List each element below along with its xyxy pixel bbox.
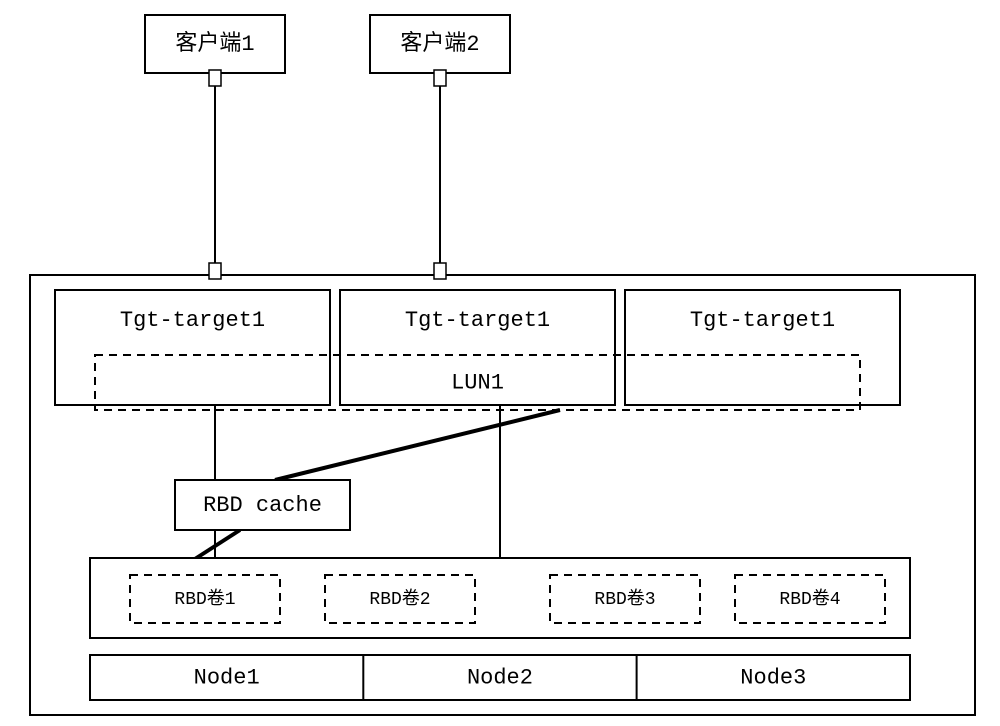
rbd-vol-label-3: RBD卷4: [779, 588, 840, 610]
rbd-vol-label-2: RBD卷3: [594, 588, 655, 610]
lun-label: LUN1: [451, 370, 504, 395]
rbd-cache-label: RBD cache: [203, 493, 322, 518]
port-2: [209, 263, 221, 279]
target-label-1: Tgt-target1: [405, 308, 550, 333]
node-label-0: Node1: [194, 665, 260, 690]
rbd-vol-label-1: RBD卷2: [369, 588, 430, 610]
client-label-0: 客户端1: [175, 31, 254, 57]
port-3: [434, 263, 446, 279]
node-label-1: Node2: [467, 665, 533, 690]
node-label-2: Node3: [740, 665, 806, 690]
port-0: [209, 70, 221, 86]
rbd-vol-label-0: RBD卷1: [174, 588, 235, 610]
diagram-canvas: LUN1 Tgt-target1 Tgt-target1 Tgt-target1 RBD…: [0, 0, 1000, 726]
client-label-1: 客户端2: [400, 31, 479, 57]
target-label-2: Tgt-target1: [690, 308, 835, 333]
port-1: [434, 70, 446, 86]
target-label-0: Tgt-target1: [120, 308, 265, 333]
